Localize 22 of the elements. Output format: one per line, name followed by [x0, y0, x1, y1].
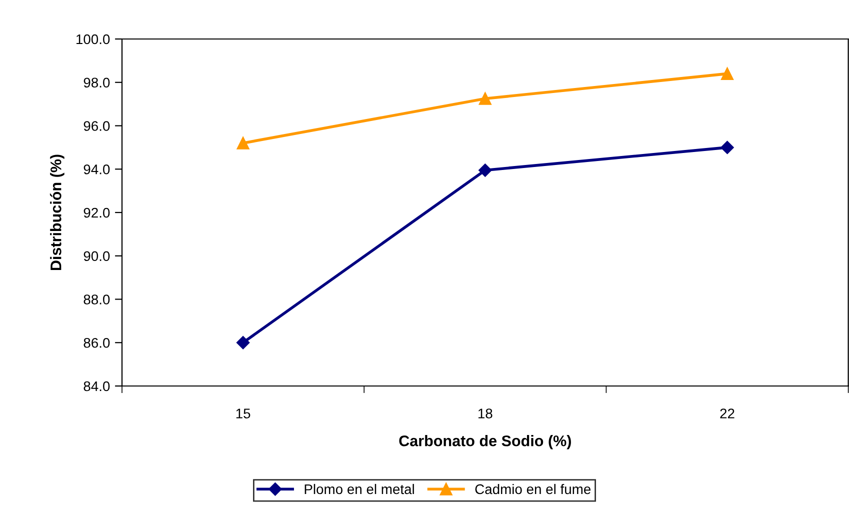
y-tick-label: 86.0	[84, 338, 110, 348]
point	[236, 136, 250, 150]
point	[720, 140, 734, 154]
y-tick-label: 98.0	[84, 78, 110, 88]
point	[478, 164, 492, 177]
x-tick-label: 22	[720, 408, 734, 418]
y-tick-label: 84.0	[84, 381, 110, 392]
point	[721, 67, 734, 80]
y-tick-label: 94.0	[84, 164, 110, 174]
y-tick-label: 90.0	[84, 251, 110, 262]
y-tick-label: 88.0	[84, 294, 110, 304]
legend-label: Plomo en el metal	[304, 484, 414, 494]
legend-label: Cadmio en el fume	[475, 484, 591, 494]
point	[478, 92, 492, 105]
x-axis-title: Carbonato de Sodio (%)	[399, 435, 571, 450]
y-tick-label: 92.0	[84, 208, 110, 218]
point	[236, 336, 250, 350]
x-tick-label: 15	[236, 408, 250, 418]
y-axis-title: Distribución (%)	[50, 154, 64, 270]
y-tick-label: 100.0	[76, 34, 110, 44]
y-tick-label: 96.0	[84, 121, 110, 131]
x-tick-label: 18	[478, 408, 492, 418]
